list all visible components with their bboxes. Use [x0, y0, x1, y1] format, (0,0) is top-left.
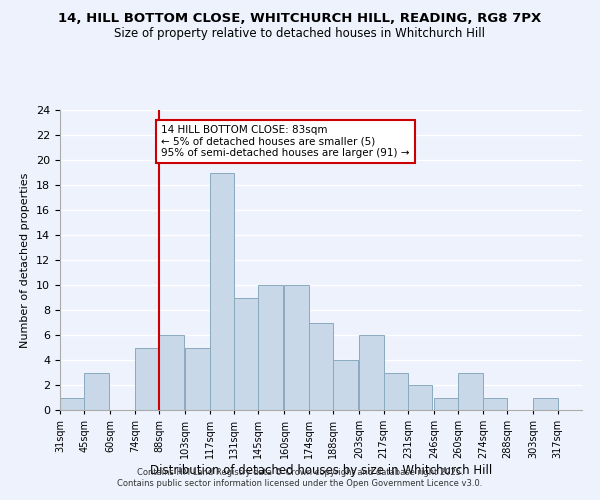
- Bar: [533, 398, 557, 410]
- Bar: [408, 385, 433, 410]
- Y-axis label: Number of detached properties: Number of detached properties: [20, 172, 31, 348]
- Bar: [60, 398, 85, 410]
- Bar: [185, 348, 209, 410]
- Text: 14, HILL BOTTOM CLOSE, WHITCHURCH HILL, READING, RG8 7PX: 14, HILL BOTTOM CLOSE, WHITCHURCH HILL, …: [58, 12, 542, 26]
- Bar: [434, 398, 458, 410]
- Bar: [234, 298, 259, 410]
- X-axis label: Distribution of detached houses by size in Whitchurch Hill: Distribution of detached houses by size …: [150, 464, 492, 477]
- Bar: [333, 360, 358, 410]
- Bar: [359, 335, 383, 410]
- Bar: [259, 285, 283, 410]
- Bar: [209, 172, 234, 410]
- Text: 14 HILL BOTTOM CLOSE: 83sqm
← 5% of detached houses are smaller (5)
95% of semi-: 14 HILL BOTTOM CLOSE: 83sqm ← 5% of deta…: [161, 125, 409, 158]
- Bar: [309, 322, 333, 410]
- Bar: [483, 398, 507, 410]
- Bar: [458, 372, 483, 410]
- Text: Contains HM Land Registry data © Crown copyright and database right 2025.
Contai: Contains HM Land Registry data © Crown c…: [118, 468, 482, 487]
- Bar: [85, 372, 109, 410]
- Bar: [135, 348, 159, 410]
- Bar: [159, 335, 184, 410]
- Bar: [383, 372, 408, 410]
- Bar: [284, 285, 309, 410]
- Text: Size of property relative to detached houses in Whitchurch Hill: Size of property relative to detached ho…: [115, 28, 485, 40]
